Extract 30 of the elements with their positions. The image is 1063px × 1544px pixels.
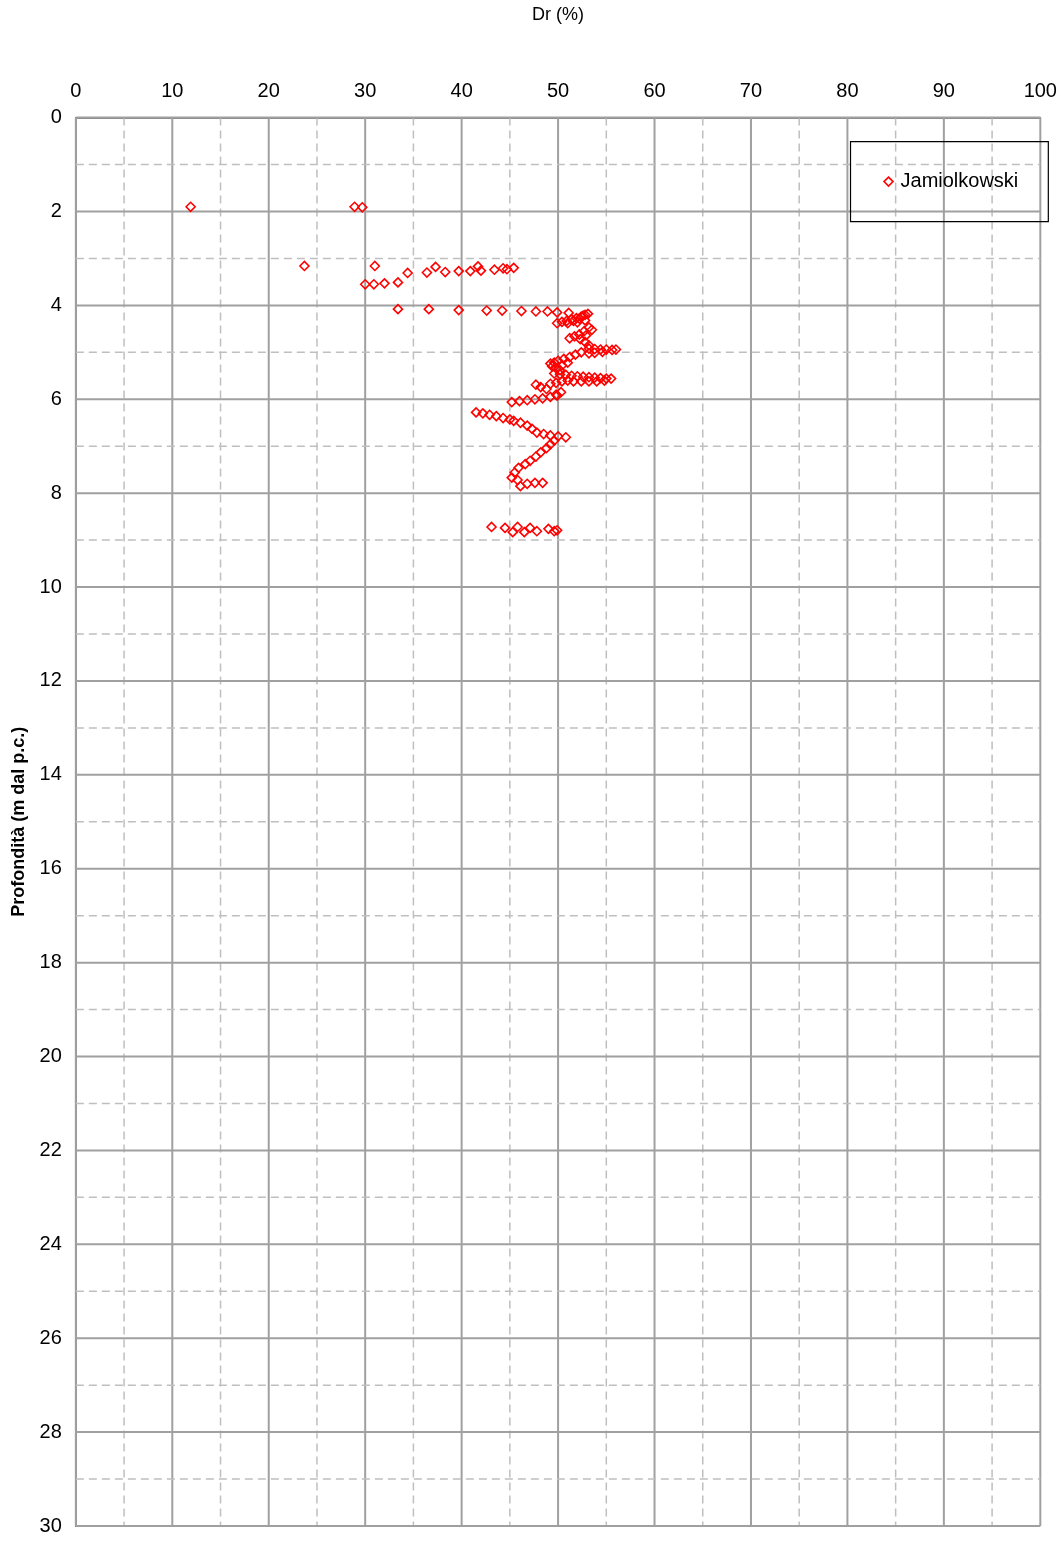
x-tick-label: 70 (739, 79, 763, 102)
x-tick-label: 30 (354, 79, 377, 102)
y-tick-label: 4 (50, 292, 62, 315)
x-tick-label: 20 (257, 79, 280, 102)
y-tick-label: 2 (50, 199, 62, 222)
y-tick-label: 22 (39, 1137, 62, 1160)
legend-label: Jamiolkowski (900, 169, 1019, 192)
x-tick-label: 100 (1023, 79, 1057, 102)
x-tick-label: 90 (932, 79, 955, 102)
x-tick-label: 0 (70, 79, 82, 102)
y-tick-label: 26 (39, 1325, 62, 1348)
x-tick-label: 10 (161, 79, 184, 102)
x-axis-title: Dr (%) (532, 3, 585, 24)
y-tick-label: 8 (50, 480, 62, 503)
x-tick-label: 40 (450, 79, 473, 102)
y-tick-label: 14 (39, 762, 62, 785)
y-tick-label: 0 (50, 105, 62, 128)
x-tick-label: 50 (546, 79, 570, 102)
y-tick-label: 12 (39, 668, 62, 691)
y-tick-label: 18 (39, 950, 62, 973)
x-tick-label: 80 (836, 79, 859, 102)
y-tick-label: 28 (39, 1419, 62, 1442)
y-tick-label: 20 (39, 1044, 62, 1067)
y-tick-label: 30 (39, 1513, 62, 1536)
y-tick-label: 16 (39, 856, 62, 879)
y-tick-label: 24 (39, 1231, 62, 1254)
y-tick-label: 6 (50, 386, 62, 409)
x-tick-label: 60 (643, 79, 666, 102)
y-axis-title: Profondità (m dal p.c.) (7, 726, 28, 917)
y-tick-label: 10 (39, 574, 62, 597)
